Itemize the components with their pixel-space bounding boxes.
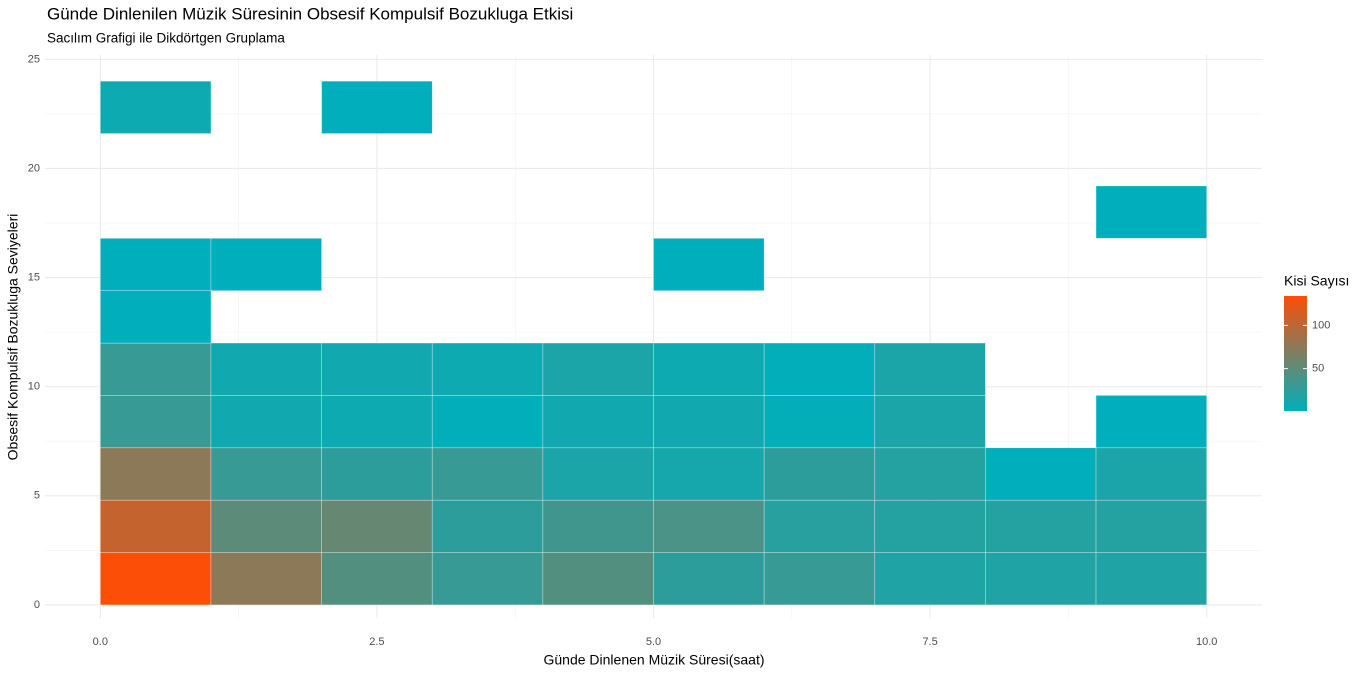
bin-cell <box>210 395 322 449</box>
bin-cell <box>1095 552 1207 606</box>
bin-cell <box>1095 499 1207 553</box>
y-tick-label: 5 <box>34 490 40 502</box>
bin-cell <box>210 342 322 396</box>
y-tick-label: 15 <box>28 271 40 283</box>
y-tick-label: 25 <box>28 53 40 65</box>
bin-cell <box>431 499 544 553</box>
bin-cell <box>431 552 544 606</box>
bin-cell <box>210 499 322 553</box>
bin-cell <box>542 395 654 449</box>
bin-cell <box>653 499 765 553</box>
bin-cell <box>431 342 544 396</box>
bin-cell <box>653 552 765 606</box>
legend-colorbar <box>1284 296 1307 411</box>
bin-cell <box>431 447 544 501</box>
bin-cell <box>985 447 1097 501</box>
x-tick-label: 5.0 <box>646 636 661 648</box>
bin-cell <box>100 80 212 134</box>
bin-cell <box>1095 395 1207 449</box>
bin-cell <box>763 342 876 396</box>
bin-cell <box>763 395 876 449</box>
bin-cell <box>210 238 322 291</box>
legend-title: Kisi Sayısı <box>1284 273 1349 289</box>
bin-cell <box>763 552 876 606</box>
bin-cell <box>653 238 765 291</box>
bin-cell <box>100 395 212 449</box>
bin-cell <box>1095 185 1207 239</box>
bin-cell <box>210 552 322 606</box>
legend-tick-label: 50 <box>1312 363 1324 375</box>
legend-tick-label: 100 <box>1312 319 1330 331</box>
bin-cell <box>874 552 986 606</box>
bin-cell <box>100 290 212 344</box>
bin-cell <box>210 447 322 501</box>
bin-cell <box>763 499 876 553</box>
bin-cell <box>542 342 654 396</box>
bin-cell <box>985 499 1097 553</box>
bin-cell <box>100 552 212 606</box>
bin-cell <box>985 552 1097 606</box>
bin-cell <box>1095 447 1207 501</box>
bin-cell <box>542 447 654 501</box>
bin-cell <box>874 447 986 501</box>
bin-cell <box>321 80 433 134</box>
bin-cell <box>653 447 765 501</box>
y-tick-label: 20 <box>28 162 40 174</box>
bin-cell <box>763 447 876 501</box>
bin-cell <box>321 395 433 449</box>
bin-cell <box>874 395 986 449</box>
bin-cell <box>321 499 433 553</box>
chart-title: Günde Dinlenilen Müzik Süresinin Obsesif… <box>47 4 573 23</box>
x-tick-label: 10.0 <box>1196 636 1217 648</box>
chart-subtitle: Sacılım Grafigi ile Dikdörtgen Gruplama <box>47 31 285 46</box>
bin-cell <box>431 395 544 449</box>
x-axis-label: Günde Dinlenen Müzik Süresi(saat) <box>544 652 765 668</box>
bin-cell <box>542 552 654 606</box>
x-tick-label: 0.0 <box>93 636 108 648</box>
bin-cell <box>874 499 986 553</box>
bin-cell <box>321 342 433 396</box>
bin-cell <box>100 499 212 553</box>
bin-cell <box>100 342 212 396</box>
y-tick-label: 10 <box>28 381 40 393</box>
y-axis-label: Obsesif Kompulsif Bozukluga Seviyeleri <box>5 214 21 461</box>
bin-cell <box>542 499 654 553</box>
y-tick-label: 0 <box>34 599 40 611</box>
x-tick-label: 2.5 <box>369 636 384 648</box>
bin-cell <box>653 395 765 449</box>
bin-cell <box>100 447 212 501</box>
x-tick-label: 7.5 <box>922 636 937 648</box>
bin-cell <box>653 342 765 396</box>
bin-cell <box>321 552 433 606</box>
bin-cell <box>321 447 433 501</box>
bin-cell <box>100 238 212 291</box>
bin-cell <box>874 342 986 396</box>
